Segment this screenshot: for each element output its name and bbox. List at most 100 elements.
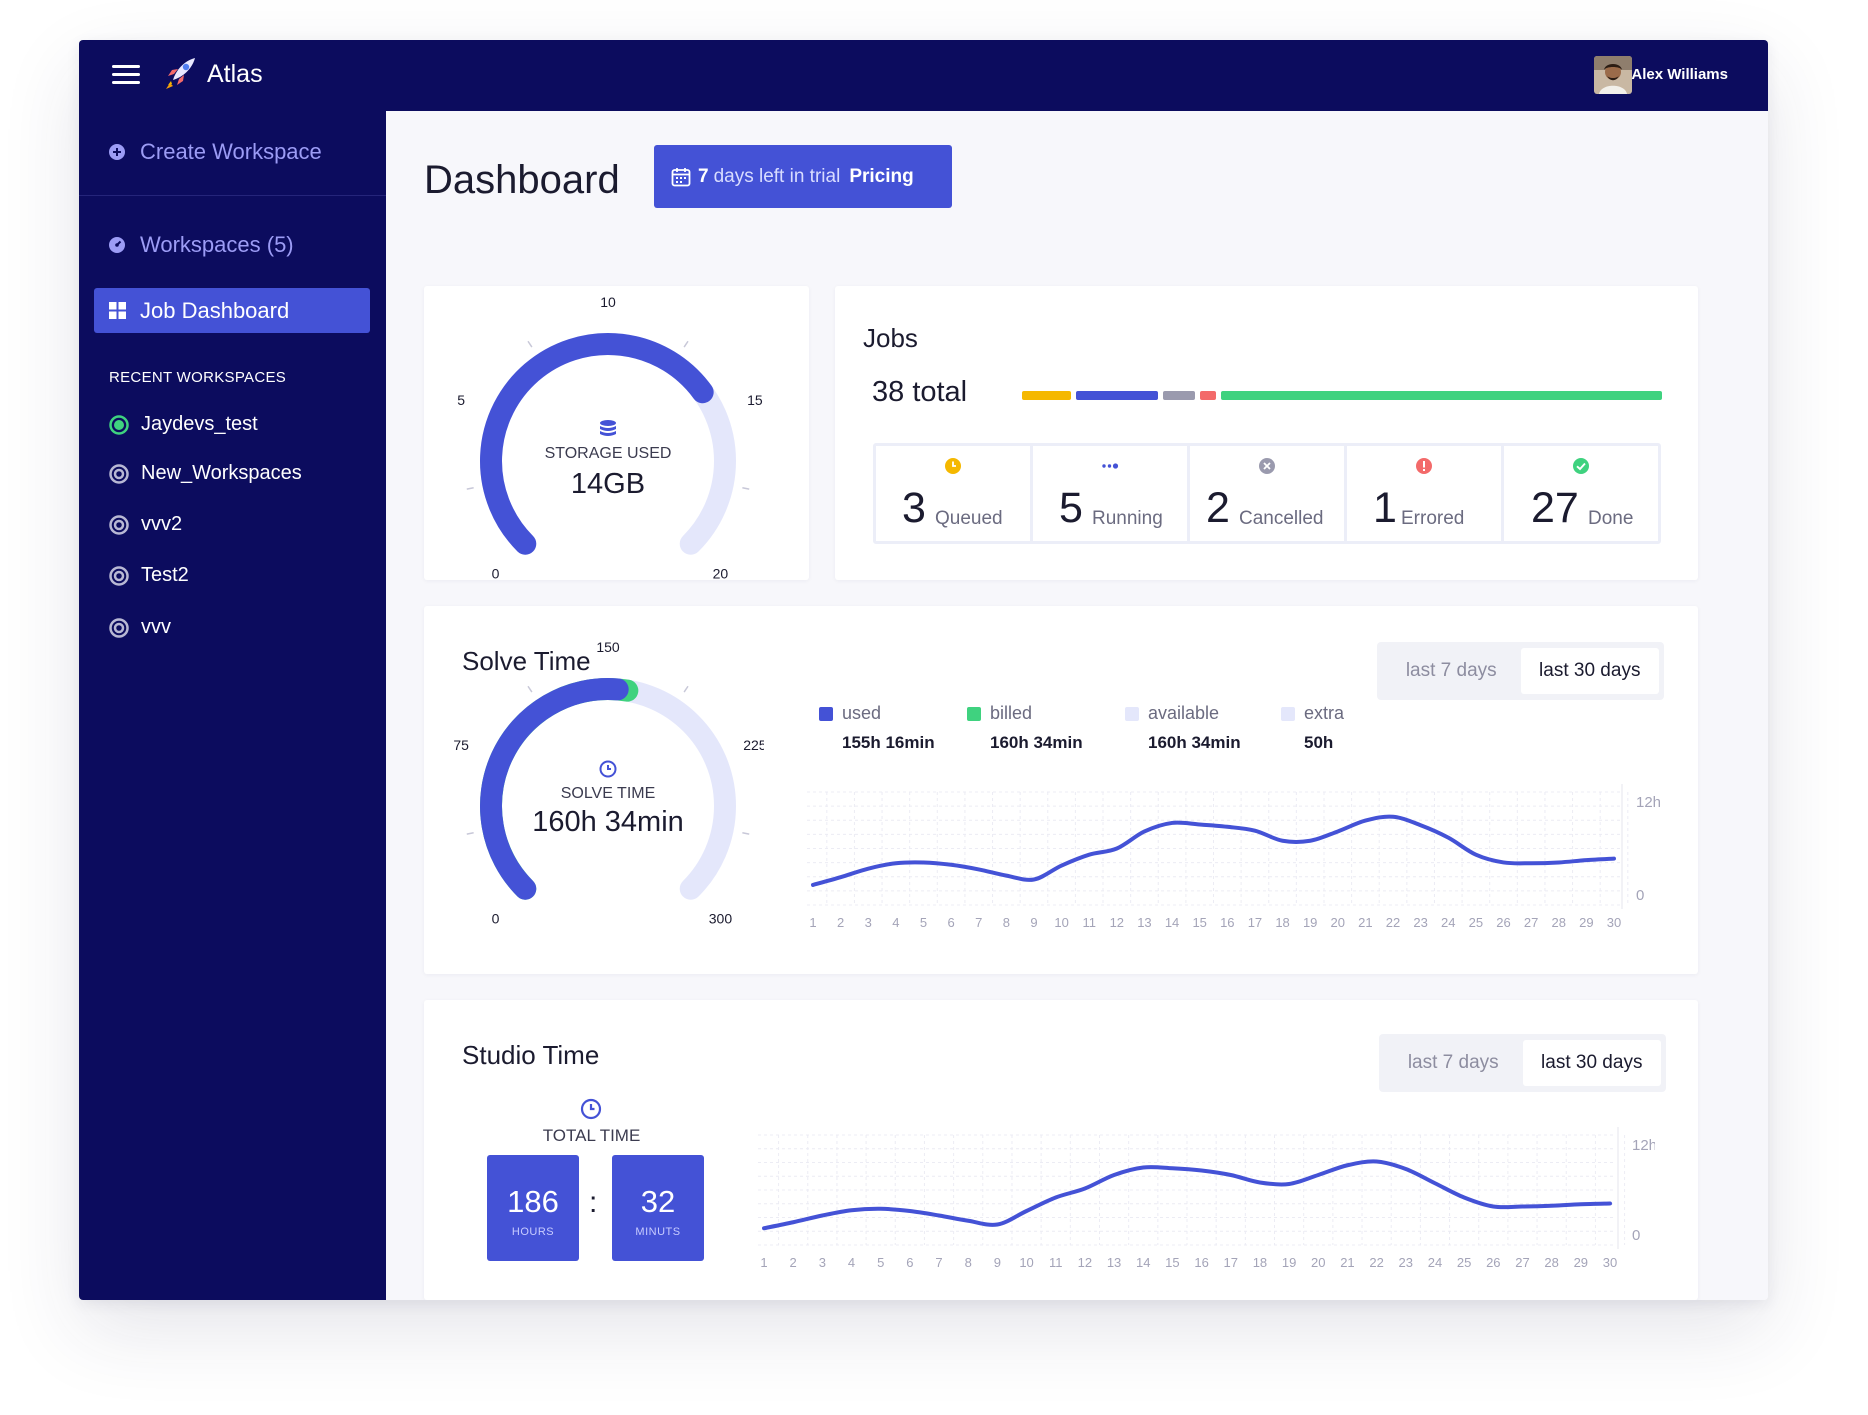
gauge-label: STORAGE USED xyxy=(545,445,672,462)
legend-label: available xyxy=(1148,703,1220,723)
x-tick-label: 4 xyxy=(848,1255,855,1270)
x-tick-label: 25 xyxy=(1457,1255,1471,1270)
x-tick-label: 16 xyxy=(1194,1255,1208,1270)
clock-icon xyxy=(599,760,617,778)
y-tick-label: 12h xyxy=(1632,1137,1655,1154)
gauge-tick-label: 75 xyxy=(453,737,469,753)
recent-workspace-item[interactable]: vvv2 xyxy=(109,513,182,536)
legend-value: 155h 16min xyxy=(842,733,935,752)
y-tick-label: 12h xyxy=(1636,794,1661,811)
range-last-7-days[interactable]: last 7 days xyxy=(1407,1052,1499,1073)
x-tick-label: 10 xyxy=(1054,915,1068,930)
pricing-link[interactable]: Pricing xyxy=(849,165,914,187)
recent-workspace-item[interactable]: Jaydevs_test xyxy=(109,413,258,436)
status-running[interactable]: 5 Running xyxy=(1033,446,1190,541)
gauge-value: 14GB xyxy=(571,468,645,500)
jobs-bar-segment-done xyxy=(1221,391,1662,400)
range-last-7-days[interactable]: last 7 days xyxy=(1405,660,1497,681)
gauge-tick-label: 10 xyxy=(600,294,616,310)
legend-swatch-used xyxy=(819,706,833,721)
solve-time-card: Solve Time last 7 days last 30 days 0 75 1… xyxy=(424,606,1698,974)
x-tick-label: 4 xyxy=(892,915,899,930)
x-tick-label: 10 xyxy=(1019,1255,1033,1270)
jobs-total: 38 total xyxy=(872,376,968,408)
x-tick-label: 18 xyxy=(1275,915,1289,930)
gauge-tick xyxy=(683,340,689,348)
legend-label: billed xyxy=(990,703,1033,723)
x-tick-label: 15 xyxy=(1192,915,1206,930)
dots-icon xyxy=(1102,463,1119,469)
x-tick-label: 26 xyxy=(1496,915,1510,930)
trial-banner-button[interactable]: 7 days left in trial Pricing xyxy=(654,145,952,208)
x-tick-label: 11 xyxy=(1082,915,1096,930)
jobs-bar-segment-errored xyxy=(1200,391,1217,400)
x-tick-label: 14 xyxy=(1136,1255,1150,1270)
ring-icon xyxy=(109,565,129,586)
gauge-label: SOLVE TIME xyxy=(561,785,656,802)
status-queued[interactable]: 3 Queued xyxy=(876,446,1033,541)
app-title: Atlas xyxy=(207,60,263,88)
status-label: Queued xyxy=(935,508,1003,529)
x-tick-label: 22 xyxy=(1369,1255,1383,1270)
status-cancelled[interactable]: 2 Cancelled xyxy=(1190,446,1347,541)
recent-workspace-item[interactable]: Test2 xyxy=(109,564,189,587)
gauge-tick xyxy=(527,685,533,693)
status-errored[interactable]: 1 Errored xyxy=(1347,446,1504,541)
sidebar-divider xyxy=(79,195,386,196)
x-tick-label: 15 xyxy=(1165,1255,1179,1270)
x-tick-label: 7 xyxy=(935,1255,942,1270)
status-label: Running xyxy=(1092,508,1163,529)
app-window: Atlas Alex Williams Create Workspace xyxy=(79,40,1768,1300)
job-dashboard-label: Job Dashboard xyxy=(140,297,290,323)
job-status-row: 3 Queued 5 Running 2 Cancelled 1 Errored xyxy=(873,443,1661,544)
legend-swatch-available xyxy=(1125,706,1139,721)
database-icon-part xyxy=(600,426,616,431)
range-last-30-days[interactable]: last 30 days xyxy=(1520,648,1659,694)
status-done[interactable]: 27 Done xyxy=(1504,446,1658,541)
x-tick-label: 27 xyxy=(1515,1255,1529,1270)
recent-workspace-item[interactable]: vvv xyxy=(109,616,171,639)
clock-icon-part xyxy=(599,760,617,778)
status-label: Cancelled xyxy=(1239,508,1324,529)
gauge-tick-label: 15 xyxy=(747,392,763,408)
sidebar-item-workspaces[interactable]: Workspaces (5) xyxy=(109,232,294,258)
legend-value: 160h 34min xyxy=(990,733,1083,752)
x-tick-label: 11 xyxy=(1049,1255,1063,1270)
create-workspace-button[interactable]: Create Workspace xyxy=(109,139,322,165)
x-tick-label: 3 xyxy=(819,1255,826,1270)
x-tick-label: 7 xyxy=(975,915,982,930)
gauge-tick xyxy=(466,486,474,490)
recent-workspaces-heading: RECENT WORKSPACES xyxy=(109,369,287,386)
x-tick-label: 13 xyxy=(1137,915,1151,930)
x-tick-label: 2 xyxy=(790,1255,797,1270)
jobs-status-bar xyxy=(1022,391,1662,400)
avatar[interactable] xyxy=(1594,56,1632,94)
database-icon xyxy=(600,420,616,436)
gauge-tick-label: 20 xyxy=(713,565,729,580)
x-tick-label: 17 xyxy=(1224,1255,1238,1270)
gauge-tick-label: 0 xyxy=(492,565,500,580)
x-tick-label: 29 xyxy=(1574,1255,1588,1270)
x-tick-label: 19 xyxy=(1303,915,1317,930)
sidebar-item-job-dashboard[interactable]: Job Dashboard xyxy=(94,288,370,333)
x-tick-label: 12 xyxy=(1110,915,1124,930)
x-tick-label: 3 xyxy=(865,915,872,930)
calendar-icon xyxy=(671,167,691,186)
range-last-30-days[interactable]: last 30 days xyxy=(1522,1040,1661,1086)
x-tick-label: 21 xyxy=(1358,915,1372,930)
legend-swatch-billed xyxy=(967,706,981,721)
legend-value: 50h xyxy=(1304,733,1334,752)
legend-extra: extra 50h xyxy=(1281,703,1344,753)
series-line xyxy=(762,1159,1612,1231)
menu-icon[interactable] xyxy=(112,65,140,85)
x-tick-label: 23 xyxy=(1413,915,1427,930)
clock-icon xyxy=(580,1098,602,1120)
gauge-tick xyxy=(742,831,750,835)
recent-workspace-item[interactable]: New_Workspaces xyxy=(109,462,302,485)
clock-icon xyxy=(945,458,961,474)
solve-range-toggle: last 7 days last 30 days xyxy=(1377,642,1664,700)
user-name[interactable]: Alex Williams xyxy=(1631,66,1728,83)
x-tick-label: 6 xyxy=(906,1255,913,1270)
